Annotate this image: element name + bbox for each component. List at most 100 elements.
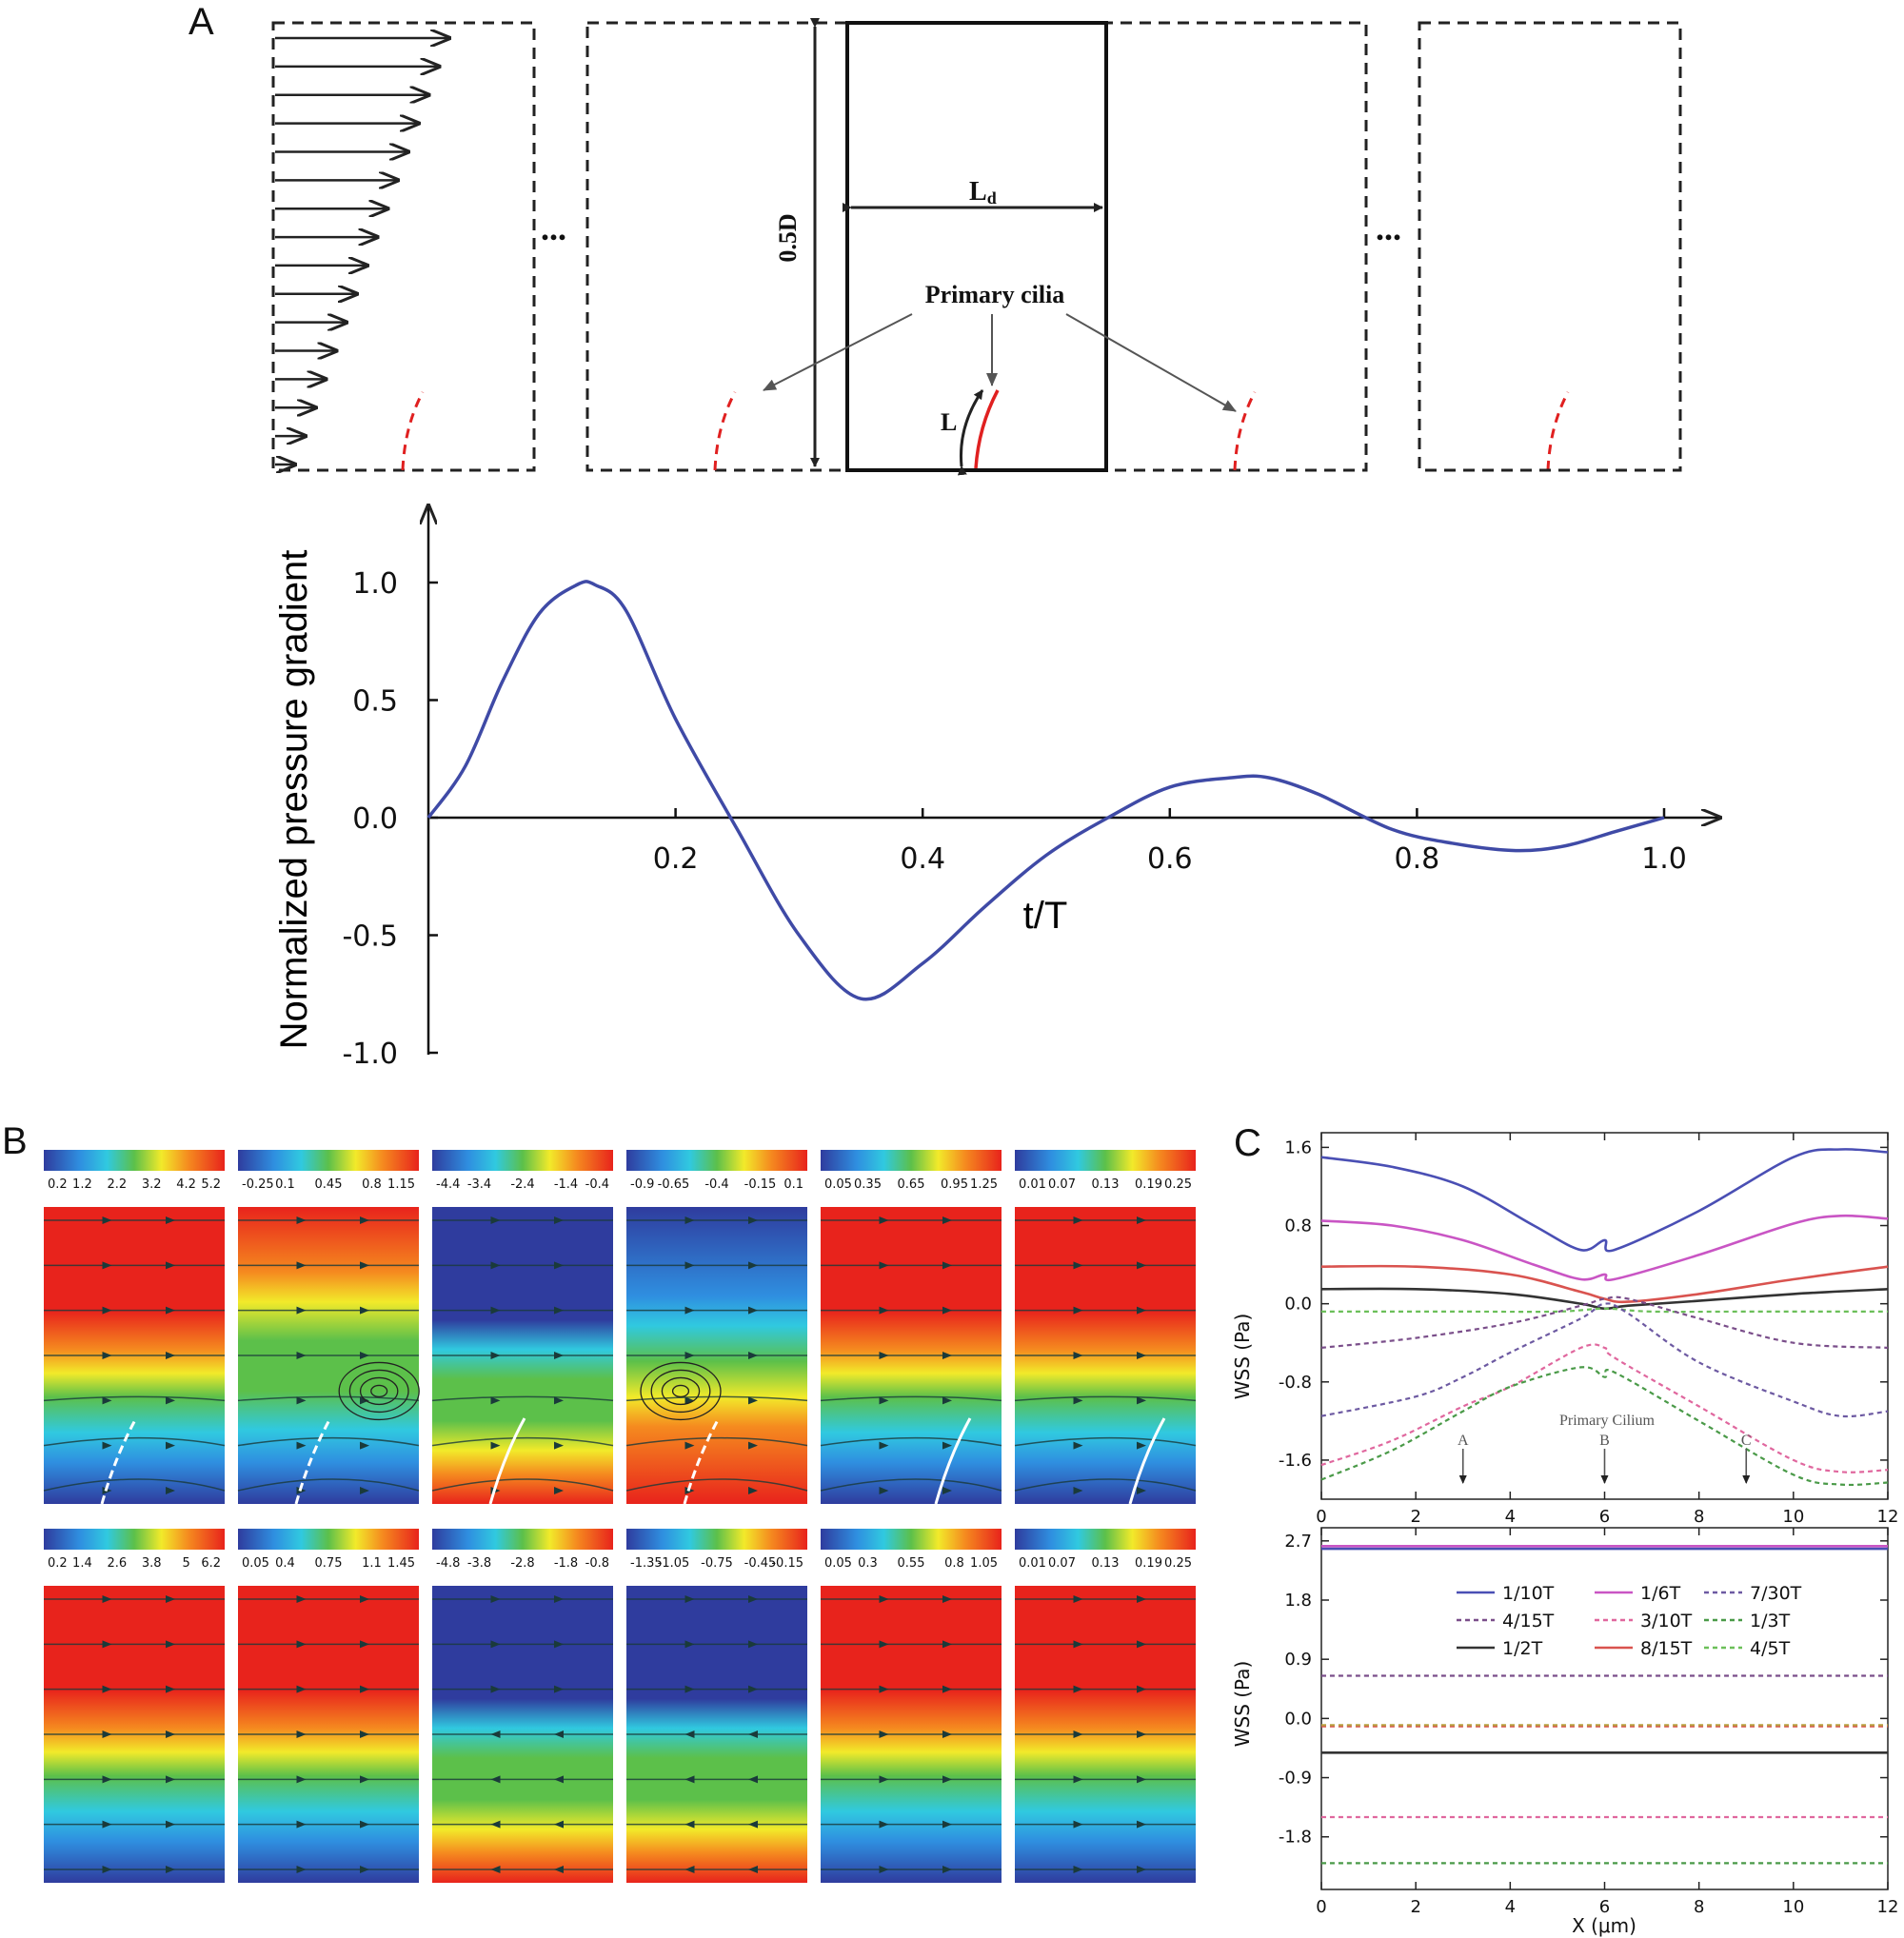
streamline-arrow [166, 1685, 175, 1693]
cilium [934, 1417, 972, 1505]
width-dimension-label: Ld [969, 177, 997, 208]
colorbar [432, 1529, 613, 1550]
colorbar-tick: -0.25 [242, 1177, 274, 1192]
unit-cell-box [845, 21, 1108, 472]
colorbar-tick: 0.19 [1135, 1556, 1162, 1571]
colorbar-tick: -4.4 [436, 1177, 460, 1192]
streamline-arrow [1137, 1775, 1146, 1784]
x-tick-label: 10 [1782, 1897, 1804, 1917]
primary-cilia-label: Primary cilia [925, 281, 1065, 308]
streamline-arrow [166, 1775, 175, 1784]
colorbar [1015, 1529, 1196, 1550]
streamline-arrow [684, 1730, 695, 1738]
colorbar-tick: 0.25 [1164, 1556, 1192, 1571]
colorbar [432, 1150, 613, 1171]
x-tick-label: 4 [1505, 1507, 1516, 1527]
streamline-arrow [102, 1216, 112, 1224]
top-y-axis-label: WSS (Pa) [1231, 1314, 1254, 1400]
colorbar-tick: 0.45 [315, 1177, 343, 1192]
streamline-arrow [296, 1640, 307, 1649]
streamline-arrow [1137, 1396, 1146, 1405]
vortex-streamline [671, 1384, 690, 1398]
cilium-dashed-2 [713, 391, 737, 471]
colorbar-tick: -0.8 [585, 1556, 609, 1571]
colorbar-tick: -4.8 [436, 1556, 460, 1571]
x-tick-label: 0.2 [653, 842, 699, 876]
streamline-arrow [684, 1820, 695, 1829]
streamline-arrow [166, 1441, 175, 1450]
streamline-arrow [879, 1820, 889, 1829]
streamline-arrow [684, 1261, 695, 1270]
series-line [1321, 1307, 1888, 1314]
legend-label: 7/30T [1750, 1583, 1802, 1604]
x-tick-label: 12 [1877, 1507, 1899, 1527]
streamline-arrow [360, 1441, 369, 1450]
colorbar-tick: -1.4 [554, 1177, 578, 1192]
streamline-arrow [102, 1640, 112, 1649]
colorbar-tick: 0.05 [824, 1556, 852, 1571]
colorbar-tick: 0.8 [944, 1556, 964, 1571]
streamline-arrow [490, 1866, 501, 1873]
streamline-arrow [166, 1306, 175, 1315]
streamline-arrow [684, 1396, 695, 1405]
streamline-arrow [748, 1820, 758, 1829]
colorbar-tick: 3.8 [142, 1556, 162, 1571]
streamline-arrow [748, 1775, 758, 1784]
streamline-arrow [102, 1595, 112, 1603]
streamline-arrow [748, 1685, 758, 1693]
streamline-arrow [360, 1216, 369, 1224]
streamline-arrow [102, 1866, 112, 1873]
streamline-arrow [1137, 1306, 1146, 1315]
streamline-arrow [684, 1685, 695, 1693]
streamline [43, 1436, 226, 1447]
x-tick-label: 6 [1599, 1897, 1610, 1917]
streamline [820, 1395, 1002, 1402]
streamline-arrow [296, 1866, 307, 1873]
colorbar-tick: 0.2 [48, 1177, 68, 1192]
streamline-arrow [166, 1595, 175, 1603]
streamline-arrow [490, 1352, 501, 1359]
colorbar-tick: -3.8 [467, 1556, 491, 1571]
streamline-arrow [748, 1261, 758, 1270]
colorbar-tick: 0.05 [824, 1177, 852, 1192]
x-tick-label: 0.8 [1395, 842, 1440, 876]
streamline-arrow [942, 1441, 952, 1450]
cilium-dashed-4 [1546, 391, 1570, 471]
colorbar-tick: 4.2 [176, 1177, 196, 1192]
streamline-arrow [879, 1640, 889, 1649]
colorbar-tick: 0.4 [275, 1556, 295, 1571]
panel-a-label: A [188, 1, 214, 43]
wss-chart-top: 0 2 4 6 8 10 12 -1.6 -0.8 0.0 0.8 1.6 [1279, 1132, 1899, 1527]
streamline-arrow [942, 1775, 952, 1784]
streamline-arrow [360, 1730, 369, 1738]
streamline-arrow [360, 1261, 369, 1270]
streamline-arrow [748, 1487, 758, 1494]
colorbar-tick: -0.45 [744, 1556, 777, 1571]
colorbar-tick: 0.55 [898, 1556, 925, 1571]
cilia-pointer-left [763, 313, 913, 391]
streamline-arrow [554, 1352, 564, 1359]
vortex-streamline [359, 1376, 399, 1406]
streamline-arrow [360, 1640, 369, 1649]
legend-label: 3/10T [1640, 1611, 1693, 1631]
streamline-arrow [879, 1441, 889, 1450]
streamline [625, 1436, 808, 1447]
colorbar-tick: 5 [182, 1556, 189, 1571]
streamline-arrow [879, 1775, 889, 1784]
colorbar-tick: -0.4 [704, 1177, 728, 1192]
colorbar-tick: -1.35 [630, 1556, 663, 1571]
streamline-arrow [490, 1441, 501, 1450]
streamline-arrow [684, 1306, 695, 1315]
streamline-arrow [360, 1595, 369, 1603]
panel-b-label: B [2, 1120, 28, 1162]
colorbar-tick: -0.15 [744, 1177, 777, 1192]
colorbar-tick: 0.01 [1019, 1556, 1046, 1571]
colorbar [44, 1529, 225, 1550]
streamline-arrow [296, 1685, 307, 1693]
legend-label: 4/5T [1750, 1638, 1791, 1659]
streamline-arrow [360, 1775, 369, 1784]
colorbar-tick: 0.13 [1092, 1556, 1120, 1571]
streamline-arrow [748, 1216, 758, 1224]
streamline-arrow [1073, 1261, 1083, 1270]
